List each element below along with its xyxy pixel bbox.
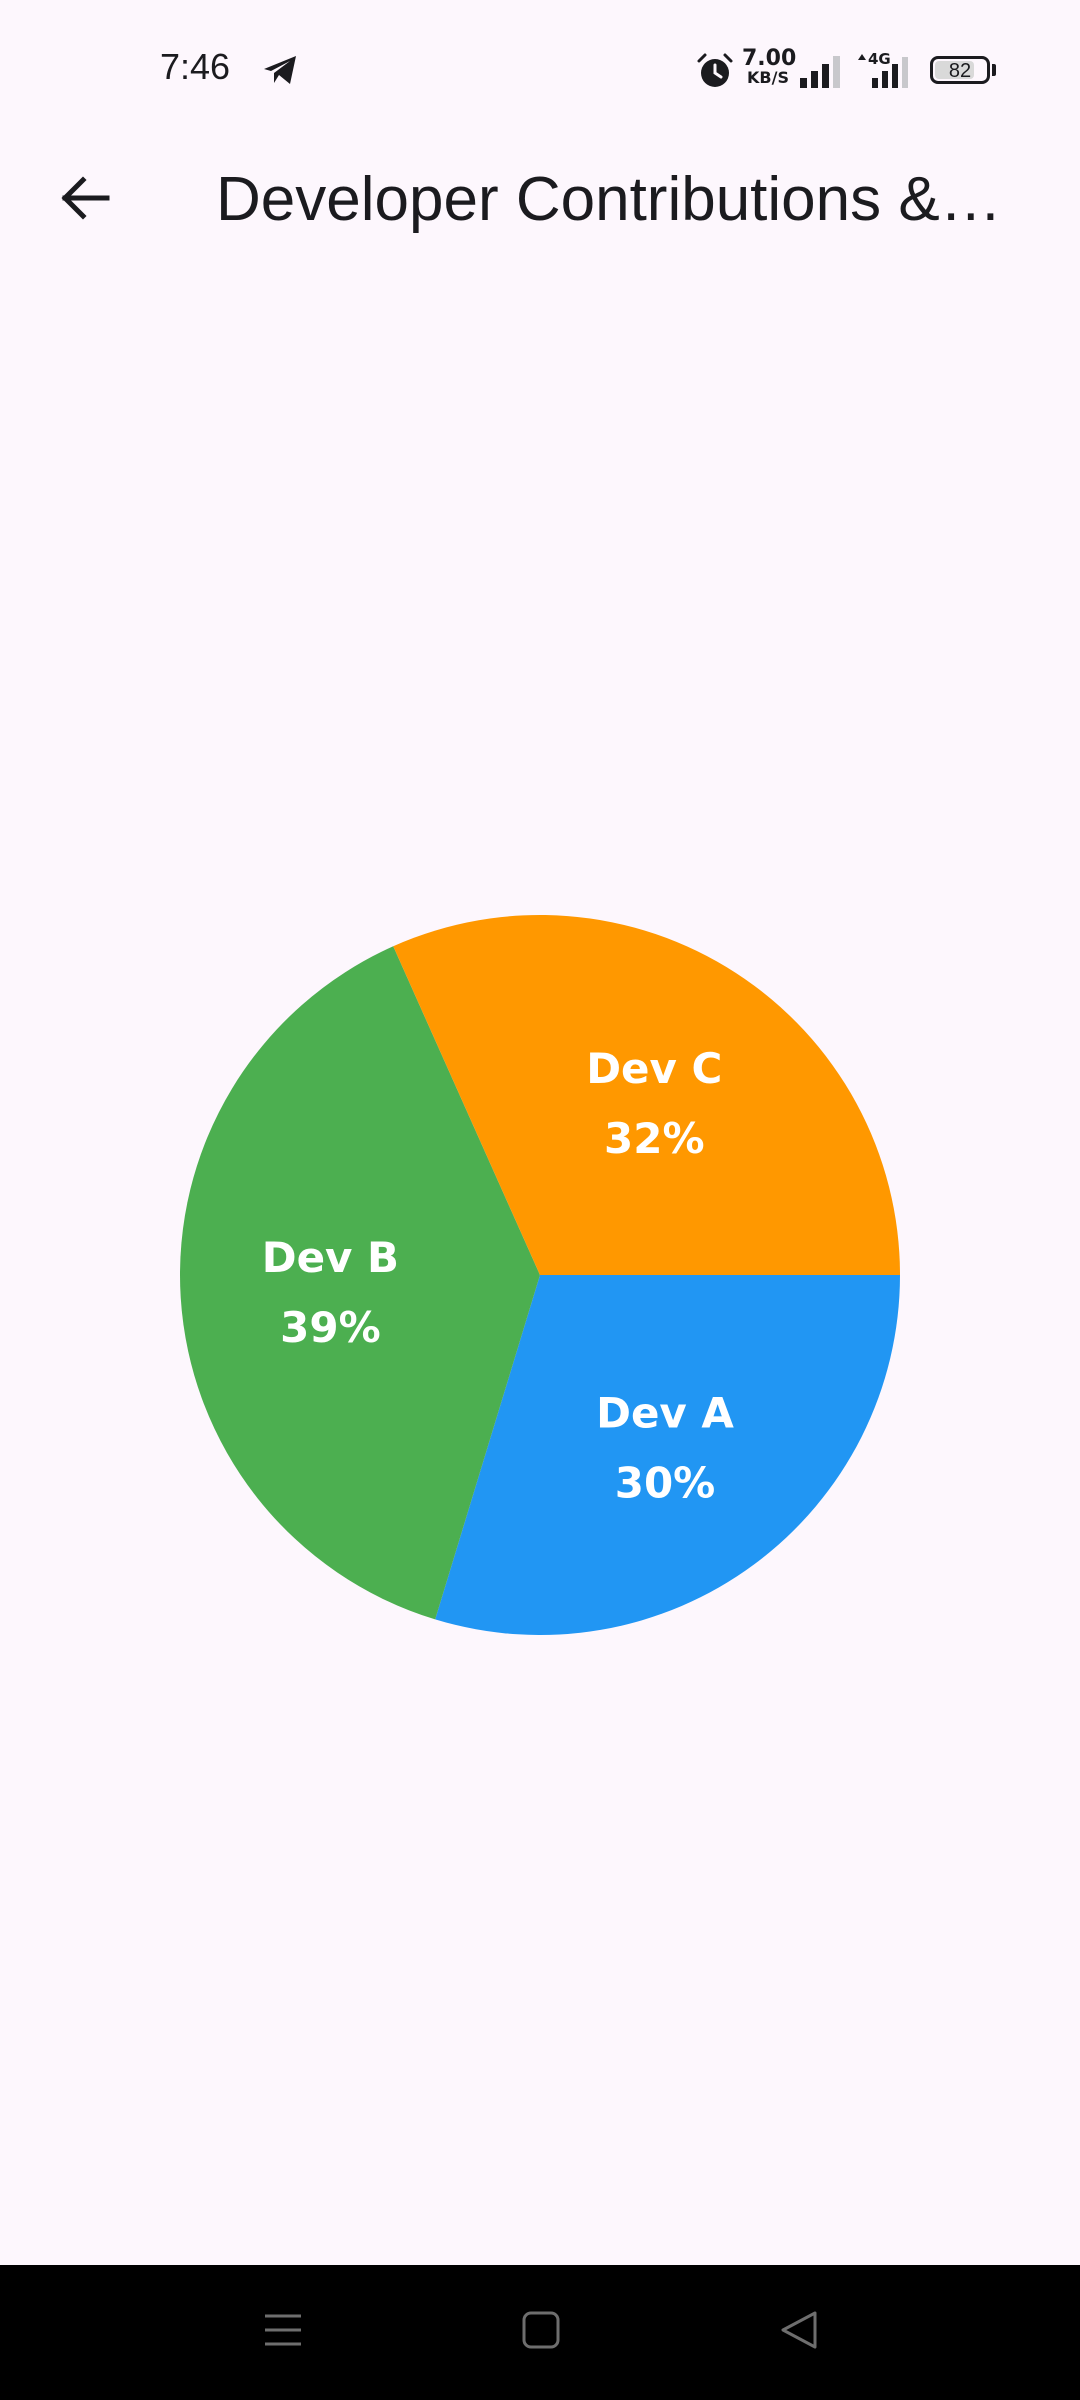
slice-label-dev-a: Dev A <box>596 1389 734 1438</box>
slice-percent-dev-c: 32% <box>604 1114 705 1163</box>
battery-level-text: 82 <box>948 60 972 82</box>
net-speed: 7.00 KB/S <box>742 46 797 87</box>
slice-percent-dev-b: 39% <box>280 1303 381 1352</box>
home-button[interactable] <box>506 2297 576 2367</box>
network-type: 4G <box>868 50 891 68</box>
telegram-icon <box>262 54 298 91</box>
menu-button[interactable] <box>248 2297 318 2367</box>
slice-percent-dev-a: 30% <box>615 1459 716 1508</box>
back-nav-button[interactable] <box>764 2297 834 2367</box>
signal-4g-icon: 4G <box>854 50 918 95</box>
nav-bar <box>0 2265 1080 2400</box>
chart-area: Dev A 30% Dev B 39% Dev C 32% <box>0 270 1080 2265</box>
pie-chart: Dev A 30% Dev B 39% Dev C 32% <box>180 915 900 1635</box>
pie-slice-dev-c <box>393 915 900 1275</box>
slice-label-dev-b: Dev B <box>262 1233 399 1282</box>
back-button[interactable] <box>40 155 130 245</box>
signal-icon <box>798 54 844 93</box>
page-title: Developer Contributions &… <box>216 165 1002 234</box>
net-speed-unit: KB/S <box>747 68 789 87</box>
battery-fill <box>935 61 974 79</box>
menu-icon <box>263 2310 303 2355</box>
alarm-icon <box>696 52 734 95</box>
pie-slice-dev-b <box>180 946 540 1620</box>
status-time: 7:46 <box>160 46 231 87</box>
net-speed-value: 7.00 <box>742 46 797 71</box>
app-bar: Developer Contributions &… <box>0 130 1080 270</box>
battery-tip <box>992 64 996 76</box>
battery-icon: 82 <box>930 56 990 84</box>
status-bar: 7:46 7.00 KB/S 4G <box>0 0 1080 130</box>
home-icon <box>521 2310 561 2355</box>
back-triangle-icon <box>779 2310 819 2355</box>
pie-slice-dev-a <box>435 1275 900 1635</box>
arrow-back-icon <box>57 170 113 231</box>
slice-label-dev-c: Dev C <box>586 1044 722 1093</box>
